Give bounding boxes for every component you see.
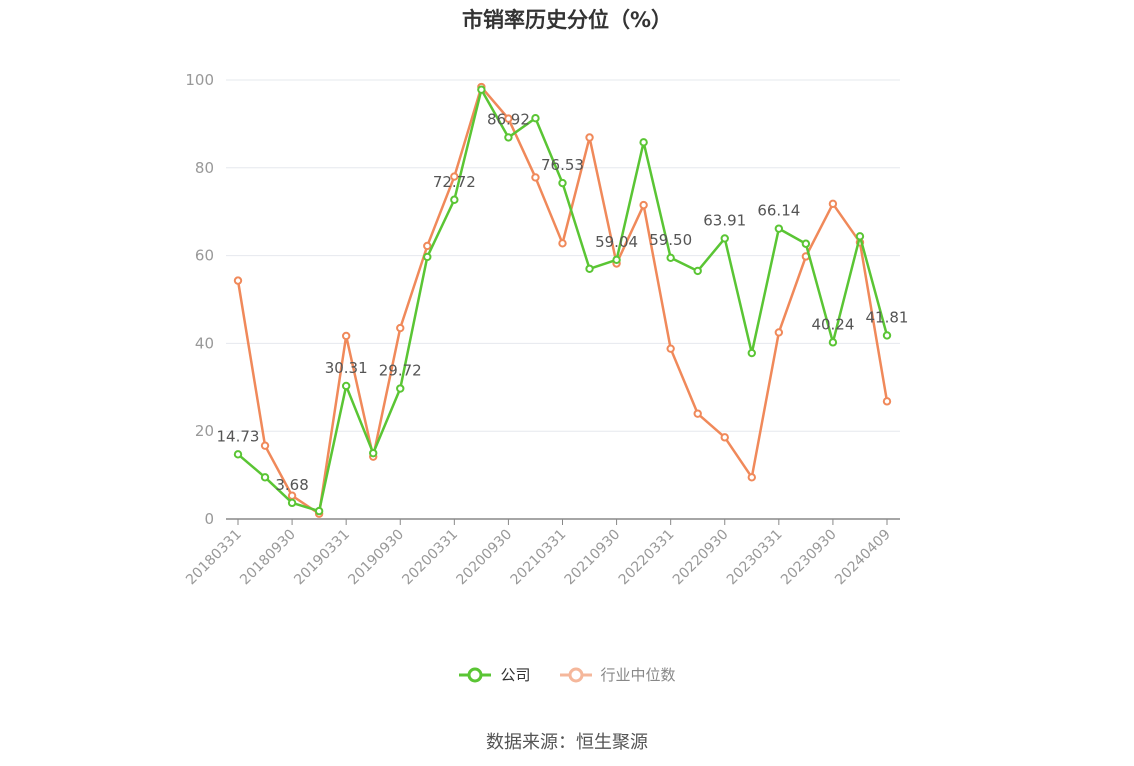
data-point (585, 133, 594, 142)
source-note: 数据来源：恒生聚源 (486, 732, 648, 753)
data-point (747, 348, 756, 358)
x-tick-label: 20240409 (832, 527, 894, 589)
data-label: 3.68 (275, 476, 308, 494)
data-point (477, 85, 486, 94)
data-point (666, 253, 675, 262)
data-label: 40.24 (811, 315, 854, 333)
x-tick-label: 20230331 (724, 527, 786, 589)
data-point (396, 384, 405, 393)
data-point (341, 381, 351, 391)
data-label: 29.72 (379, 362, 422, 380)
x-tick-label: 20210930 (562, 527, 624, 589)
x-tick-label: 20220331 (616, 527, 678, 589)
data-point (531, 173, 540, 182)
x-tick-label: 20200331 (399, 527, 461, 589)
data-point (801, 239, 811, 248)
data-label: 59.04 (595, 233, 638, 251)
data-point (855, 232, 865, 241)
data-point (450, 195, 459, 204)
data-point (612, 255, 621, 265)
x-tick-label: 20210331 (508, 527, 570, 589)
data-point (260, 473, 270, 482)
data-point (423, 241, 432, 251)
data-point (233, 450, 243, 459)
data-point (828, 338, 838, 347)
data-label: 86.92 (487, 110, 530, 128)
data-point (747, 473, 756, 482)
x-tick-label: 20190331 (291, 527, 353, 589)
data-point (233, 276, 243, 285)
y-tick-label: 100 (185, 71, 214, 89)
legend-item-industry-median[interactable]: 行业中位数 (559, 664, 676, 685)
data-point (828, 199, 838, 208)
data-label: 41.81 (866, 308, 909, 326)
data-point (504, 114, 513, 123)
data-label: 30.31 (325, 359, 368, 377)
x-tick-label: 20190930 (345, 527, 407, 589)
data-point (693, 409, 702, 418)
legend-industry-swatch-icon (559, 667, 592, 682)
series-company (233, 85, 892, 516)
data-point (341, 331, 351, 341)
data-point (260, 441, 270, 450)
x-tick-label: 20180930 (237, 527, 299, 589)
data-point (720, 234, 729, 243)
data-point (639, 138, 648, 147)
series-line (236, 85, 889, 515)
legend: 公司 行业中位数 (0, 664, 1134, 685)
y-tick-label: 40 (195, 334, 214, 352)
data-point (720, 433, 729, 442)
x-tick-label: 20220930 (670, 527, 732, 589)
y-tick-label: 60 (195, 247, 214, 265)
data-label: 66.14 (757, 202, 800, 220)
data-point (882, 397, 892, 406)
x-tick-label: 20230930 (778, 527, 840, 589)
legend-industry-label: 行业中位数 (600, 666, 676, 684)
grid-lines (226, 79, 900, 432)
chart-title: 市销率历史分位（%） (461, 8, 673, 32)
data-label: 63.91 (703, 211, 746, 229)
data-point (774, 224, 784, 233)
x-axis: 2018033120180930201903312019093020200331… (183, 518, 900, 589)
data-point (369, 448, 378, 458)
data-point (504, 133, 513, 142)
data-point (585, 264, 594, 273)
data-point (396, 323, 405, 333)
legend-item-company[interactable]: 公司 (458, 664, 531, 685)
legend-company-label: 公司 (500, 666, 531, 684)
data-point (639, 200, 648, 210)
series-layer (233, 82, 892, 518)
data-point (666, 344, 675, 353)
y-tick-label: 80 (195, 159, 214, 177)
data-point (558, 239, 567, 248)
legend-company-swatch-icon (459, 667, 492, 682)
y-tick-label: 20 (195, 422, 214, 440)
y-tick-label: 0 (204, 510, 214, 528)
data-point (423, 252, 432, 262)
data-point (531, 113, 540, 123)
data-point (314, 506, 324, 516)
data-label: 72.72 (433, 173, 476, 191)
data-point (287, 498, 297, 508)
data-point (774, 328, 784, 337)
data-point (882, 331, 892, 340)
y-axis-tick-labels: 0 20 40 60 80 100 (185, 71, 214, 528)
data-label: 59.50 (649, 231, 692, 249)
data-point (450, 172, 459, 181)
x-tick-label: 20180331 (183, 527, 245, 589)
data-label: 14.73 (217, 427, 260, 445)
data-point (693, 266, 702, 276)
x-tick-label: 20200930 (454, 527, 516, 589)
data-labels: 14.73 3.68 30.31 29.72 72.72 86.92 76.53 59.04 5… (217, 110, 909, 493)
data-label: 76.53 (541, 156, 584, 174)
data-point (558, 178, 567, 188)
